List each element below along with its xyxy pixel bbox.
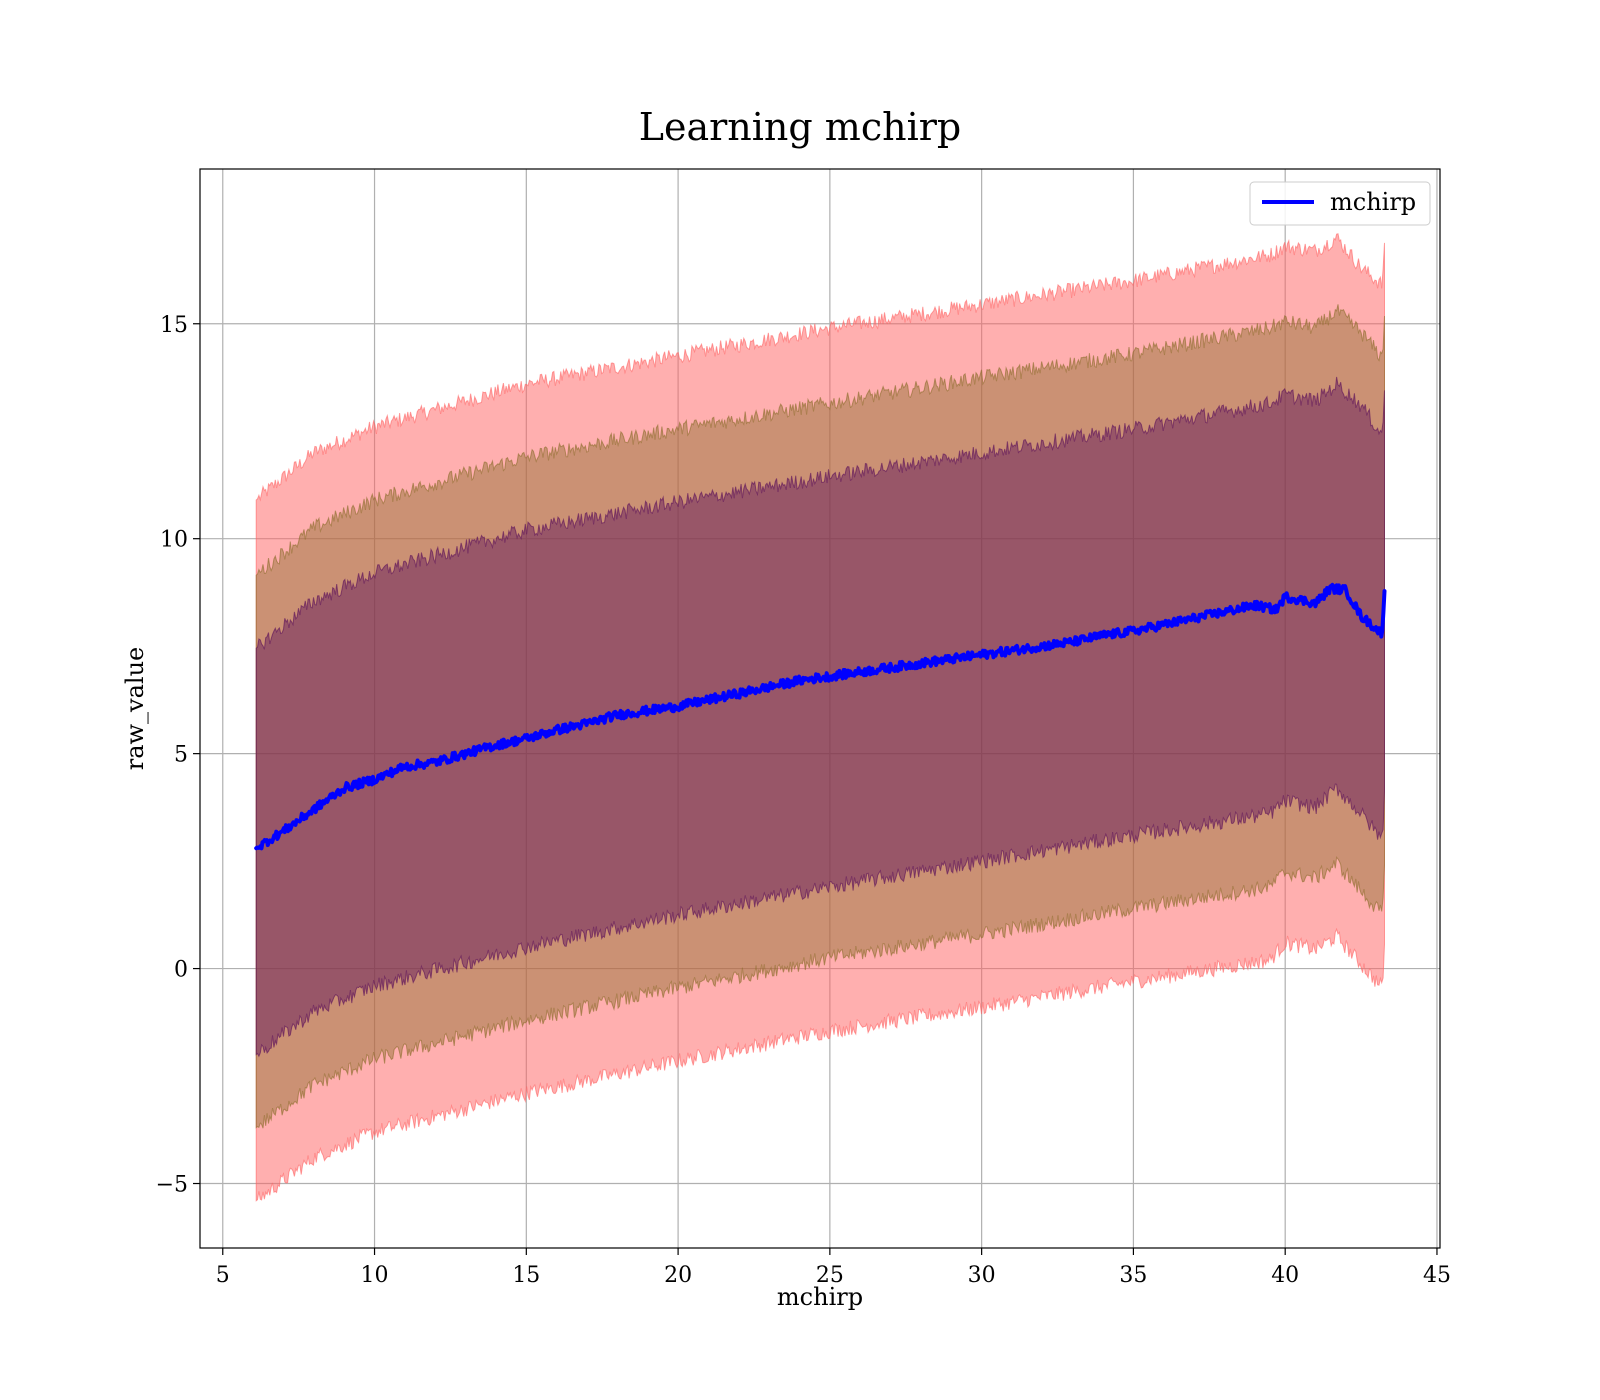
y-tick-label: −5 [156, 1173, 188, 1198]
y-tick-label: 0 [174, 958, 188, 983]
y-tick-label: 5 [174, 743, 188, 768]
chart-title: Learning mchirp [639, 105, 961, 149]
band-2 [255, 304, 1385, 1129]
series-lines [254, 582, 1387, 851]
band-3 [255, 376, 1385, 1058]
x-tick-label: 15 [512, 1263, 540, 1288]
ticks: 5 10 15 20 25 30 35 40 45 −5 0 5 10 15 [156, 313, 1451, 1288]
series-line-mchirp [254, 582, 1387, 851]
x-tick-label: 25 [816, 1263, 844, 1288]
x-tick-label: 45 [1423, 1263, 1451, 1288]
band-1 [255, 233, 1385, 1202]
x-tick-label: 5 [216, 1263, 230, 1288]
x-tick-label: 10 [361, 1263, 389, 1288]
x-tick-label: 35 [1119, 1263, 1147, 1288]
y-axis-label: raw_value [121, 647, 149, 771]
y-tick-label: 15 [160, 313, 188, 338]
legend: mchirp [1249, 181, 1431, 226]
x-tick-label: 30 [968, 1263, 996, 1288]
x-axis-label: mchirp [777, 1283, 863, 1311]
legend-box [1249, 181, 1431, 226]
legend-label-mchirp: mchirp [1330, 188, 1416, 216]
y-tick-label: 10 [160, 528, 188, 553]
x-tick-label: 20 [664, 1263, 692, 1288]
plot-frame [199, 168, 1441, 1249]
x-tick-label: 40 [1271, 1263, 1299, 1288]
confidence-bands [255, 233, 1385, 1202]
